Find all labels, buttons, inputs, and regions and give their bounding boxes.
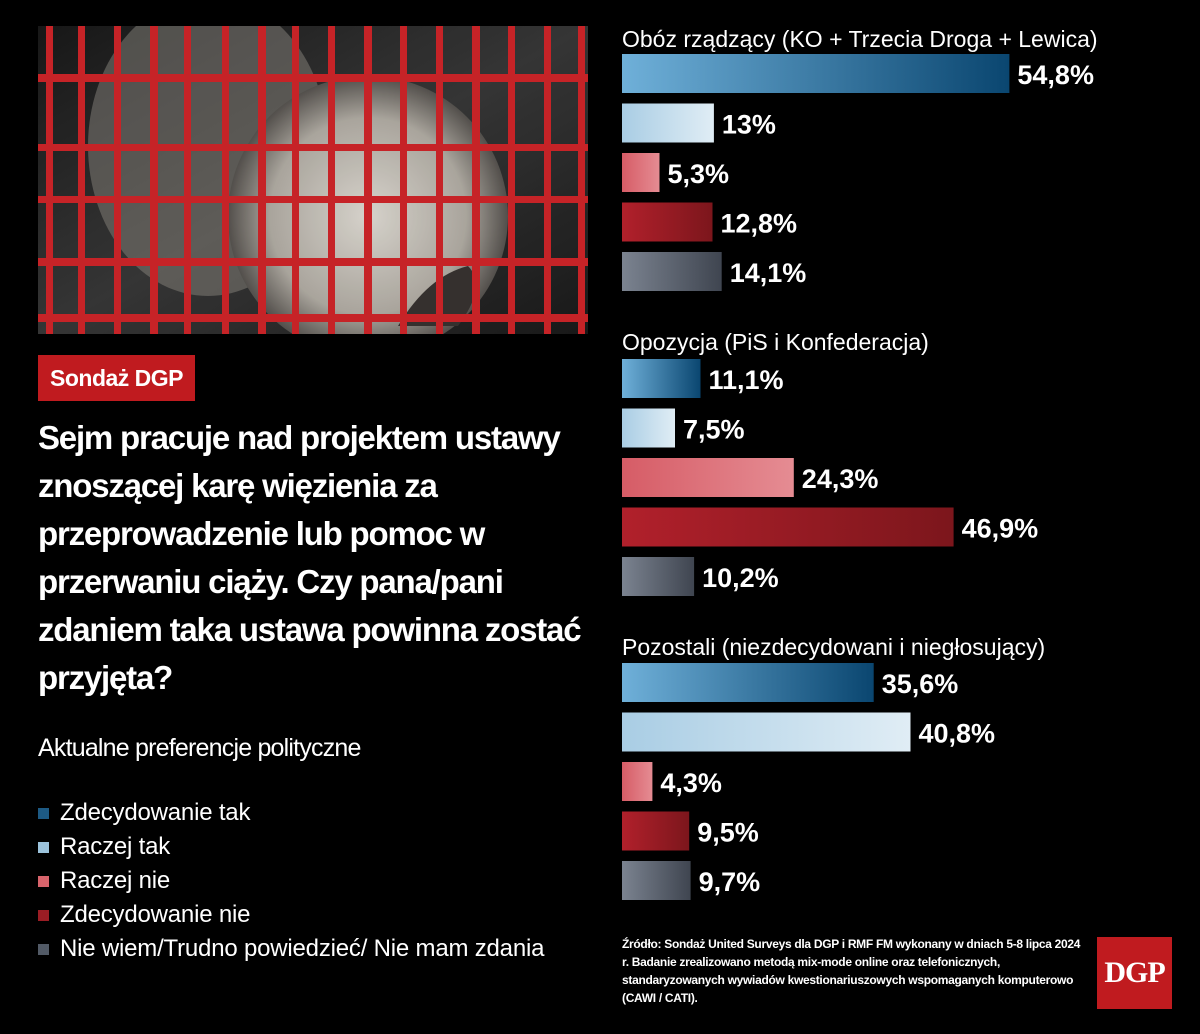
legend-swatch [38,841,49,853]
data-label-3-zdecydowanie-tak: 35,6% [882,669,959,699]
bar-3-zdecydowanie-nie [622,811,690,851]
bar-3-nie-wiem-trudno-powiedziec-nie-mam-zdania [622,861,691,900]
source-note: Źródło: Sondaż United Surveys dla DGP i … [622,937,1081,1005]
legend-label: Nie wiem/Trudno powiedzieć/ Nie mam zdan… [60,935,545,962]
data-label-2-zdecydowanie-nie: 46,9% [962,514,1039,544]
survey-question: Sejm pracuje nad projektem ustawy znoszą… [38,419,582,696]
group-title-3: Pozostali (niezdecydowani i niegłosujący… [622,634,1045,660]
bar-2-zdecydowanie-nie [622,507,954,547]
bar-2-nie-wiem-trudno-powiedziec-nie-mam-zdania [622,557,695,596]
legend-swatch [38,875,49,887]
group-title-1: Obóz rządzący (KO + Trzecia Droga + Lewi… [622,26,1098,52]
data-label-3-nie-wiem-trudno-powiedziec-nie-mam-zdania: 9,7% [699,867,761,897]
data-label-3-raczej-tak: 40,8% [919,719,996,749]
legend-label: Zdecydowanie tak [60,799,251,826]
data-label-2-raczej-tak: 7,5% [683,415,745,445]
legend-item-zdecydowanie-nie: Zdecydowanie nie [38,898,544,932]
data-label-1-raczej-tak: 13% [722,110,776,140]
data-label-1-raczej-nie: 5,3% [668,159,730,189]
legend-item-raczej-tak: Raczej tak [38,830,544,864]
legend: Zdecydowanie tak Raczej tak Raczej nie Z… [38,796,544,966]
bar-2-raczej-tak [622,408,675,448]
dgp-logo: DGP [1097,937,1172,1009]
legend-swatch [38,807,49,819]
survey-badge: Sondaż DGP [38,355,196,401]
group-title-2: Opozycja (PiS i Konfederacja) [622,329,929,355]
legend-swatch [38,909,49,921]
bar-2-zdecydowanie-tak [622,359,701,398]
legend-item-nie-wiem: Nie wiem/Trudno powiedzieć/ Nie mam zdan… [38,932,544,966]
data-label-2-nie-wiem-trudno-powiedziec-nie-mam-zdania: 10,2% [702,563,779,593]
legend-label: Raczej nie [60,867,171,894]
legend-label: Zdecydowanie nie [60,901,251,928]
chart-subtitle: Aktualne preferencje polityczne [38,734,361,762]
data-label-3-zdecydowanie-nie: 9,5% [697,818,759,848]
data-label-2-zdecydowanie-tak: 11,1% [709,365,784,395]
data-label-3-raczej-nie: 4,3% [660,768,722,798]
bar-3-raczej-nie [622,762,653,801]
bar-1-zdecydowanie-nie [622,202,713,242]
legend-item-zdecydowanie-tak: Zdecydowanie tak [38,796,544,830]
bar-1-raczej-nie [622,153,660,192]
bar-3-zdecydowanie-tak [622,663,874,702]
bar-1-zdecydowanie-tak [622,54,1010,93]
bar-2-raczej-nie [622,458,794,497]
prison-bars-photo [38,26,588,334]
bar-1-raczej-tak [622,103,714,143]
bar-3-raczej-tak [622,712,911,752]
bar-1-nie-wiem-trudno-powiedziec-nie-mam-zdania [622,252,722,291]
data-label-2-raczej-nie: 24,3% [802,464,879,494]
data-label-1-zdecydowanie-tak: 54,8% [1017,60,1094,90]
legend-label: Raczej tak [60,833,171,860]
legend-item-raczej-nie: Raczej nie [38,864,544,898]
data-label-1-nie-wiem-trudno-powiedziec-nie-mam-zdania: 14,1% [730,258,807,288]
data-label-1-zdecydowanie-nie: 12,8% [721,209,798,239]
legend-swatch [38,943,49,955]
